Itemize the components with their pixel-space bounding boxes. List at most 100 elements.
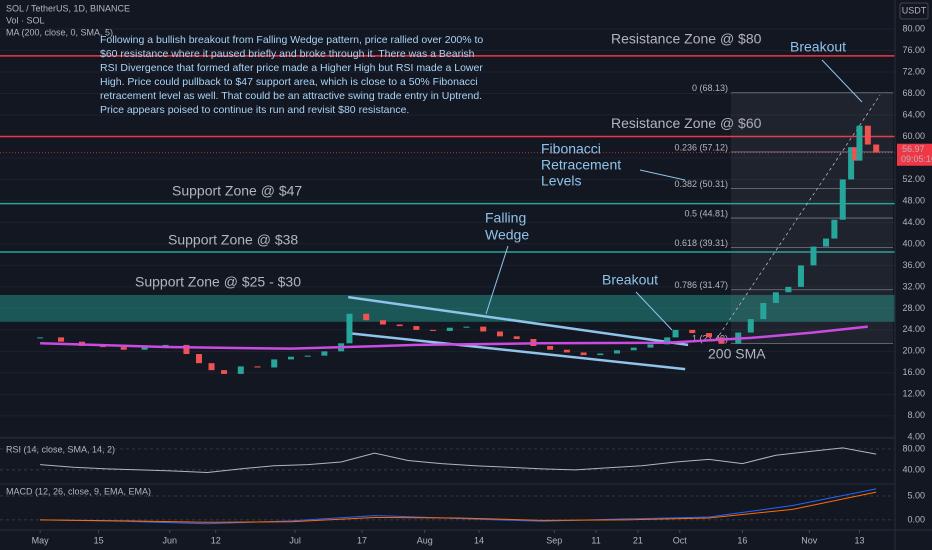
candle xyxy=(597,353,604,356)
wedge-label: Wedge xyxy=(485,227,529,243)
candle xyxy=(672,329,679,338)
currency-box[interactable] xyxy=(899,2,929,20)
fib-title: Fibonacci xyxy=(541,141,601,157)
y-tick-label: 68.00 xyxy=(902,88,925,98)
candle xyxy=(141,347,148,350)
candle xyxy=(254,366,261,368)
note-line: High. Price could pullback to $47 suppor… xyxy=(100,76,478,88)
candle xyxy=(831,219,838,239)
candle xyxy=(195,354,202,364)
x-tick-label: 15 xyxy=(94,535,104,545)
fib-label: 0.618 (39.31) xyxy=(674,238,728,248)
candle xyxy=(379,320,386,325)
candle xyxy=(183,344,190,355)
last-price: 56.97 xyxy=(902,144,925,154)
candle xyxy=(839,179,846,220)
candle xyxy=(208,363,215,371)
fib-trend xyxy=(715,94,881,341)
candle xyxy=(705,333,712,338)
y-tick-label: 36.00 xyxy=(902,260,925,270)
y-tick-label: 52.00 xyxy=(902,174,925,184)
countdown: 09:05:16 xyxy=(901,154,932,164)
y-tick-label: 0.00 xyxy=(907,514,925,524)
candle xyxy=(772,292,779,304)
candle xyxy=(430,329,437,331)
price-tag xyxy=(897,143,932,166)
x-tick-label: May xyxy=(32,535,50,545)
x-tick-label: 17 xyxy=(357,535,367,545)
candle xyxy=(304,355,311,357)
candle xyxy=(630,347,637,351)
y-tick-label: 60.00 xyxy=(902,131,925,141)
candle xyxy=(221,370,228,374)
candle xyxy=(496,331,503,337)
candle xyxy=(797,265,804,287)
candle xyxy=(864,125,871,145)
y-tick-label: 4.00 xyxy=(907,432,925,442)
y-tick-label: 40.00 xyxy=(902,238,925,248)
zone-label: Support Zone @ $25 - $30 xyxy=(135,274,301,290)
x-tick-label: 21 xyxy=(633,535,643,545)
candle xyxy=(321,351,328,356)
fib-title: Levels xyxy=(541,173,581,189)
level-label: Resistance Zone @ $80 xyxy=(611,31,762,47)
level-label: Support Zone @ $38 xyxy=(168,232,298,248)
candle xyxy=(810,246,817,266)
candle xyxy=(99,345,106,348)
y-tick-label: 80.00 xyxy=(902,23,925,33)
y-tick-label: 5.00 xyxy=(907,490,925,500)
sma-line xyxy=(40,325,868,350)
x-tick-label: Nov xyxy=(801,535,818,545)
fib-label: 0.382 (50.31) xyxy=(674,179,728,189)
candle xyxy=(513,336,520,339)
y-tick-label: 8.00 xyxy=(907,410,925,420)
candle xyxy=(848,147,855,180)
candle xyxy=(614,350,621,354)
note-line: Following a bullish breakout from Fallin… xyxy=(100,34,483,46)
symbol: SOL / TetherUS, 1D, BINANCE xyxy=(6,3,130,13)
level-label: Support Zone @ $47 xyxy=(172,182,302,198)
candle xyxy=(873,144,880,153)
level-label: Resistance Zone @ $60 xyxy=(611,115,762,131)
note-line: RSI Divergence that formed after price m… xyxy=(100,62,483,74)
candle xyxy=(463,326,470,328)
y-tick-label: 12.00 xyxy=(902,389,925,399)
y-tick-label: 44.00 xyxy=(902,217,925,227)
candle xyxy=(823,238,830,247)
candle xyxy=(563,349,570,353)
x-tick-label: 14 xyxy=(474,535,484,545)
x-tick-label: 11 xyxy=(591,535,600,545)
candle xyxy=(396,324,403,327)
candle xyxy=(747,319,754,333)
candle xyxy=(346,313,353,344)
candle xyxy=(647,344,654,348)
candle xyxy=(58,337,65,342)
currency[interactable]: USDT xyxy=(902,5,927,15)
wedge-line xyxy=(348,295,689,347)
candle xyxy=(580,352,587,356)
note-line: retracement level as well. That could be… xyxy=(100,90,482,102)
y-tick-label: 20.00 xyxy=(902,346,925,356)
x-tick-label: Jul xyxy=(289,535,301,545)
x-tick-label: 16 xyxy=(737,535,747,545)
plot-layer: Support Zone @ $25 - $30 Resistance Zone … xyxy=(0,28,895,525)
sma-label: 200 SMA xyxy=(708,346,766,362)
candle xyxy=(363,313,370,321)
y-tick-label: 76.00 xyxy=(902,45,925,55)
candle xyxy=(287,356,294,360)
fib-title: Retracement xyxy=(541,157,621,173)
candle xyxy=(760,303,767,320)
candle xyxy=(446,327,453,331)
x-tick-label: 13 xyxy=(854,535,864,545)
y-tick-label: 48.00 xyxy=(902,195,925,205)
y-tick-label: 16.00 xyxy=(902,367,925,377)
fib-label: 0 (68.13) xyxy=(692,83,728,93)
candle xyxy=(271,359,278,368)
y-tick-label: 28.00 xyxy=(902,303,925,313)
x-tick-label: 12 xyxy=(211,535,221,545)
x-tick-label: Jun xyxy=(162,535,177,545)
arrow xyxy=(485,245,509,315)
breakout-label: Breakout xyxy=(602,272,658,288)
